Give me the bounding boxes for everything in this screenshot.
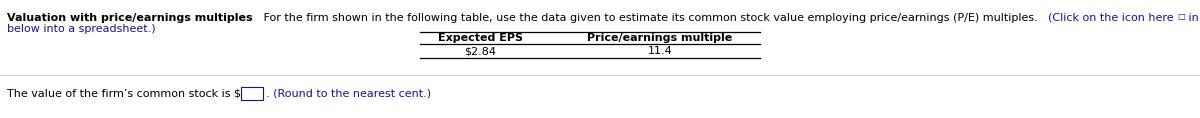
Text: in order to copy the contents of the data table: in order to copy the contents of the dat… — [1184, 13, 1200, 23]
Text: $2.84: $2.84 — [464, 46, 496, 56]
Text: . (Round to the nearest cent.): . (Round to the nearest cent.) — [266, 89, 431, 99]
Text: Price/earnings multiple: Price/earnings multiple — [587, 33, 733, 43]
Text: 11.4: 11.4 — [648, 46, 672, 56]
FancyBboxPatch shape — [241, 87, 263, 100]
Text: (Click on the icon here: (Click on the icon here — [1048, 13, 1177, 23]
Text: For the firm shown in the following table, use the data given to estimate its co: For the firm shown in the following tabl… — [253, 13, 1048, 23]
Text: Expected EPS: Expected EPS — [438, 33, 522, 43]
Text: □: □ — [1177, 12, 1184, 21]
Text: The value of the firm’s common stock is $: The value of the firm’s common stock is … — [7, 89, 241, 99]
Text: below into a spreadsheet.): below into a spreadsheet.) — [7, 24, 156, 34]
Text: Valuation with price/earnings multiples: Valuation with price/earnings multiples — [7, 13, 253, 23]
